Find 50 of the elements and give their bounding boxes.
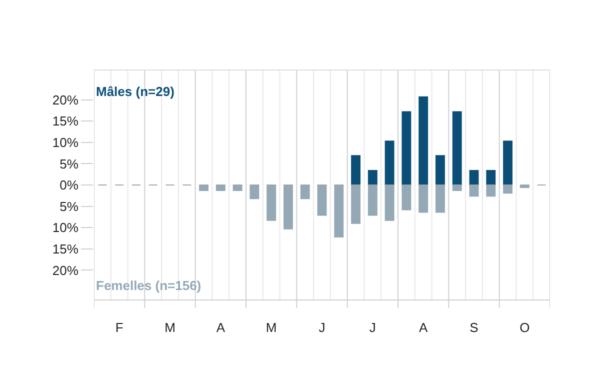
x-tick-label: J — [318, 320, 326, 335]
y-tick-label: 20% — [52, 262, 79, 278]
text: Mâles (n=29) — [96, 84, 174, 99]
bar — [452, 111, 462, 186]
x-tick-label: O — [520, 320, 530, 335]
bar — [436, 155, 445, 186]
bar — [402, 111, 412, 186]
y-tick-label: 5% — [60, 198, 79, 214]
bar — [334, 184, 344, 238]
bar — [232, 184, 242, 192]
bar — [368, 184, 378, 216]
bar — [384, 184, 394, 221]
x-tick-label: A — [418, 320, 428, 335]
bar — [368, 170, 378, 186]
bar — [384, 140, 394, 186]
bar — [266, 184, 276, 221]
bar — [469, 170, 479, 186]
bar — [300, 184, 310, 200]
y-tick-label: 15% — [52, 241, 79, 256]
bar — [418, 96, 428, 186]
x-tick-label: J — [369, 320, 376, 335]
text: Femelles (n=156) — [96, 278, 202, 293]
y-tick-label: 20% — [52, 92, 79, 108]
bar — [469, 184, 479, 197]
bar — [452, 184, 462, 192]
bar — [486, 170, 496, 186]
y-tick-label: 0% — [60, 178, 79, 193]
bar — [250, 184, 260, 200]
x-tick-label: M — [266, 320, 277, 335]
y-tick-label: 10% — [52, 134, 79, 150]
bar — [503, 184, 512, 194]
bar — [216, 184, 226, 192]
y-tick-label: 5% — [60, 156, 79, 172]
bar — [402, 184, 412, 210]
bar — [351, 184, 360, 224]
bar — [317, 184, 327, 216]
bar — [284, 184, 293, 230]
x-tick-label: M — [164, 320, 176, 335]
y-tick-label: 15% — [52, 114, 79, 129]
bar — [520, 184, 530, 188]
bar — [199, 184, 208, 192]
x-tick-label: S — [470, 320, 479, 335]
bar — [503, 140, 512, 186]
bar — [486, 184, 496, 197]
x-tick-label: A — [216, 320, 226, 335]
bar — [436, 184, 445, 213]
x-tick-label: F — [115, 320, 124, 335]
bar — [351, 155, 360, 186]
y-tick-label: 10% — [52, 220, 79, 236]
bar — [418, 184, 428, 213]
